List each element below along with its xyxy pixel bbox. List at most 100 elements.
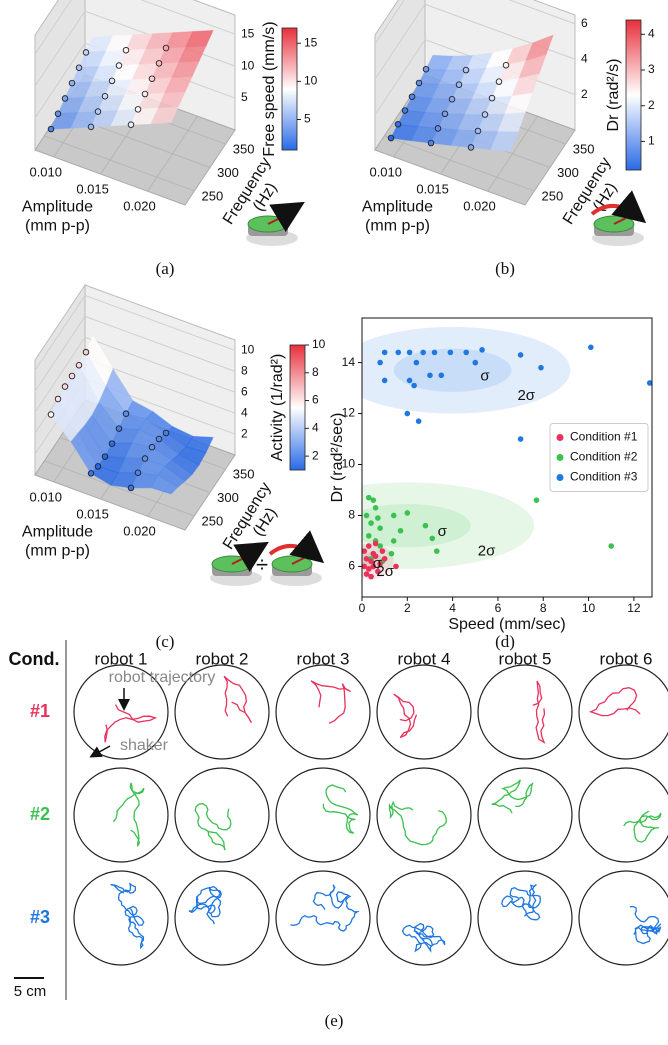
z-tick-label: 4 — [581, 51, 588, 65]
x-tick-label: 0 — [359, 601, 366, 615]
point — [377, 525, 383, 531]
surface-point — [109, 78, 115, 84]
surface-point — [388, 135, 394, 141]
surface-point — [95, 464, 101, 470]
robot-header: robot 2 — [196, 649, 249, 668]
y-tick-label: 300 — [557, 165, 579, 180]
x-tick-label: 0.020 — [123, 199, 156, 214]
point — [472, 360, 478, 366]
surface-point — [456, 82, 462, 88]
point — [364, 513, 370, 519]
annotation: robot trajectory — [109, 669, 216, 686]
condition-label: #2 — [30, 804, 50, 824]
colorbar-tick-label: 10 — [304, 74, 318, 88]
point — [588, 345, 594, 351]
colorbar — [290, 345, 305, 470]
point — [432, 350, 438, 356]
surface-point — [55, 396, 61, 402]
point — [382, 378, 388, 384]
legend-label: Condition #2 — [570, 450, 638, 464]
z-tick-label: 6 — [581, 16, 588, 30]
surface-point — [163, 45, 169, 51]
surface-point — [128, 485, 134, 491]
robot-header: robot 6 — [600, 649, 653, 668]
arena — [276, 665, 370, 759]
surface-point — [503, 62, 509, 68]
z-tick-label: 15 — [241, 26, 255, 40]
y-tick-label: 14 — [342, 355, 356, 369]
y-tick-label: 6 — [348, 559, 355, 573]
surface-point — [83, 50, 89, 56]
scale-bar-label: 5 cm — [14, 983, 47, 1000]
trajectory — [624, 811, 661, 842]
surface-point — [116, 426, 122, 432]
y-tick-label: 8 — [348, 508, 355, 522]
colorbar-tick-label: 2 — [312, 448, 319, 462]
point — [391, 538, 397, 544]
robot-header: robot 4 — [398, 649, 451, 668]
surface-point — [142, 456, 148, 462]
colorbar-tick-label: 3 — [648, 62, 655, 76]
surface-point — [449, 96, 455, 102]
surface-point — [435, 126, 441, 132]
surface-point — [402, 108, 408, 114]
trajectory — [113, 783, 144, 846]
surface-point — [135, 107, 141, 113]
point — [538, 365, 544, 371]
point — [373, 541, 379, 547]
surface-point — [102, 454, 108, 460]
point — [366, 543, 372, 549]
colorbar-label: Dr (rad²/s) — [605, 59, 622, 132]
trajectory — [502, 885, 541, 920]
surface-point — [123, 47, 129, 53]
surface-point — [463, 67, 469, 73]
surface-point — [69, 373, 75, 379]
x-axis-label: Speed (mm/sec) — [448, 616, 565, 633]
two-sigma-label: 2σ — [376, 563, 394, 580]
x-tick-label: 12 — [627, 601, 641, 615]
y-tick-label: 300 — [217, 165, 239, 180]
condition-label: #1 — [30, 701, 50, 721]
point — [534, 497, 540, 503]
arena — [175, 871, 269, 965]
arena — [377, 665, 471, 759]
point — [382, 556, 388, 562]
x-tick-label: 0.015 — [416, 182, 449, 197]
surface-point — [69, 80, 75, 86]
point — [411, 383, 417, 389]
surface-point — [496, 79, 502, 85]
point — [423, 523, 429, 529]
figure: 0.0100.0150.02025030035051015Amplitude(m… — [0, 0, 668, 1040]
point — [407, 350, 413, 356]
trajectory — [403, 924, 445, 951]
point — [398, 528, 404, 534]
two-sigma-label: 2σ — [517, 387, 535, 404]
legend-label: Condition #3 — [570, 470, 638, 484]
point — [373, 505, 379, 511]
point — [405, 510, 411, 516]
arena — [579, 768, 668, 862]
point — [407, 378, 413, 384]
surface-point — [76, 65, 82, 71]
point — [429, 536, 435, 542]
point — [375, 515, 381, 521]
surface-point — [62, 384, 68, 390]
surface-point — [76, 362, 82, 368]
sigma-label: σ — [480, 368, 490, 385]
point — [518, 352, 524, 358]
legend-marker — [557, 434, 564, 441]
y-tick-label: 300 — [217, 490, 239, 505]
colorbar-tick-label: 2 — [648, 98, 655, 112]
point — [395, 350, 401, 356]
x-tick-label: 0.010 — [29, 489, 62, 504]
surface-point — [88, 471, 94, 477]
point — [420, 350, 426, 356]
x-tick-label: 0.020 — [463, 199, 496, 214]
robot-header: robot 3 — [297, 649, 350, 668]
y-tick-label: 250 — [202, 513, 224, 528]
x-tick-label: 0.015 — [76, 182, 109, 197]
x-axis-label: (mm p-p) — [25, 542, 90, 559]
surface-point — [135, 470, 141, 476]
arena — [478, 871, 572, 965]
surface-point — [109, 441, 115, 447]
